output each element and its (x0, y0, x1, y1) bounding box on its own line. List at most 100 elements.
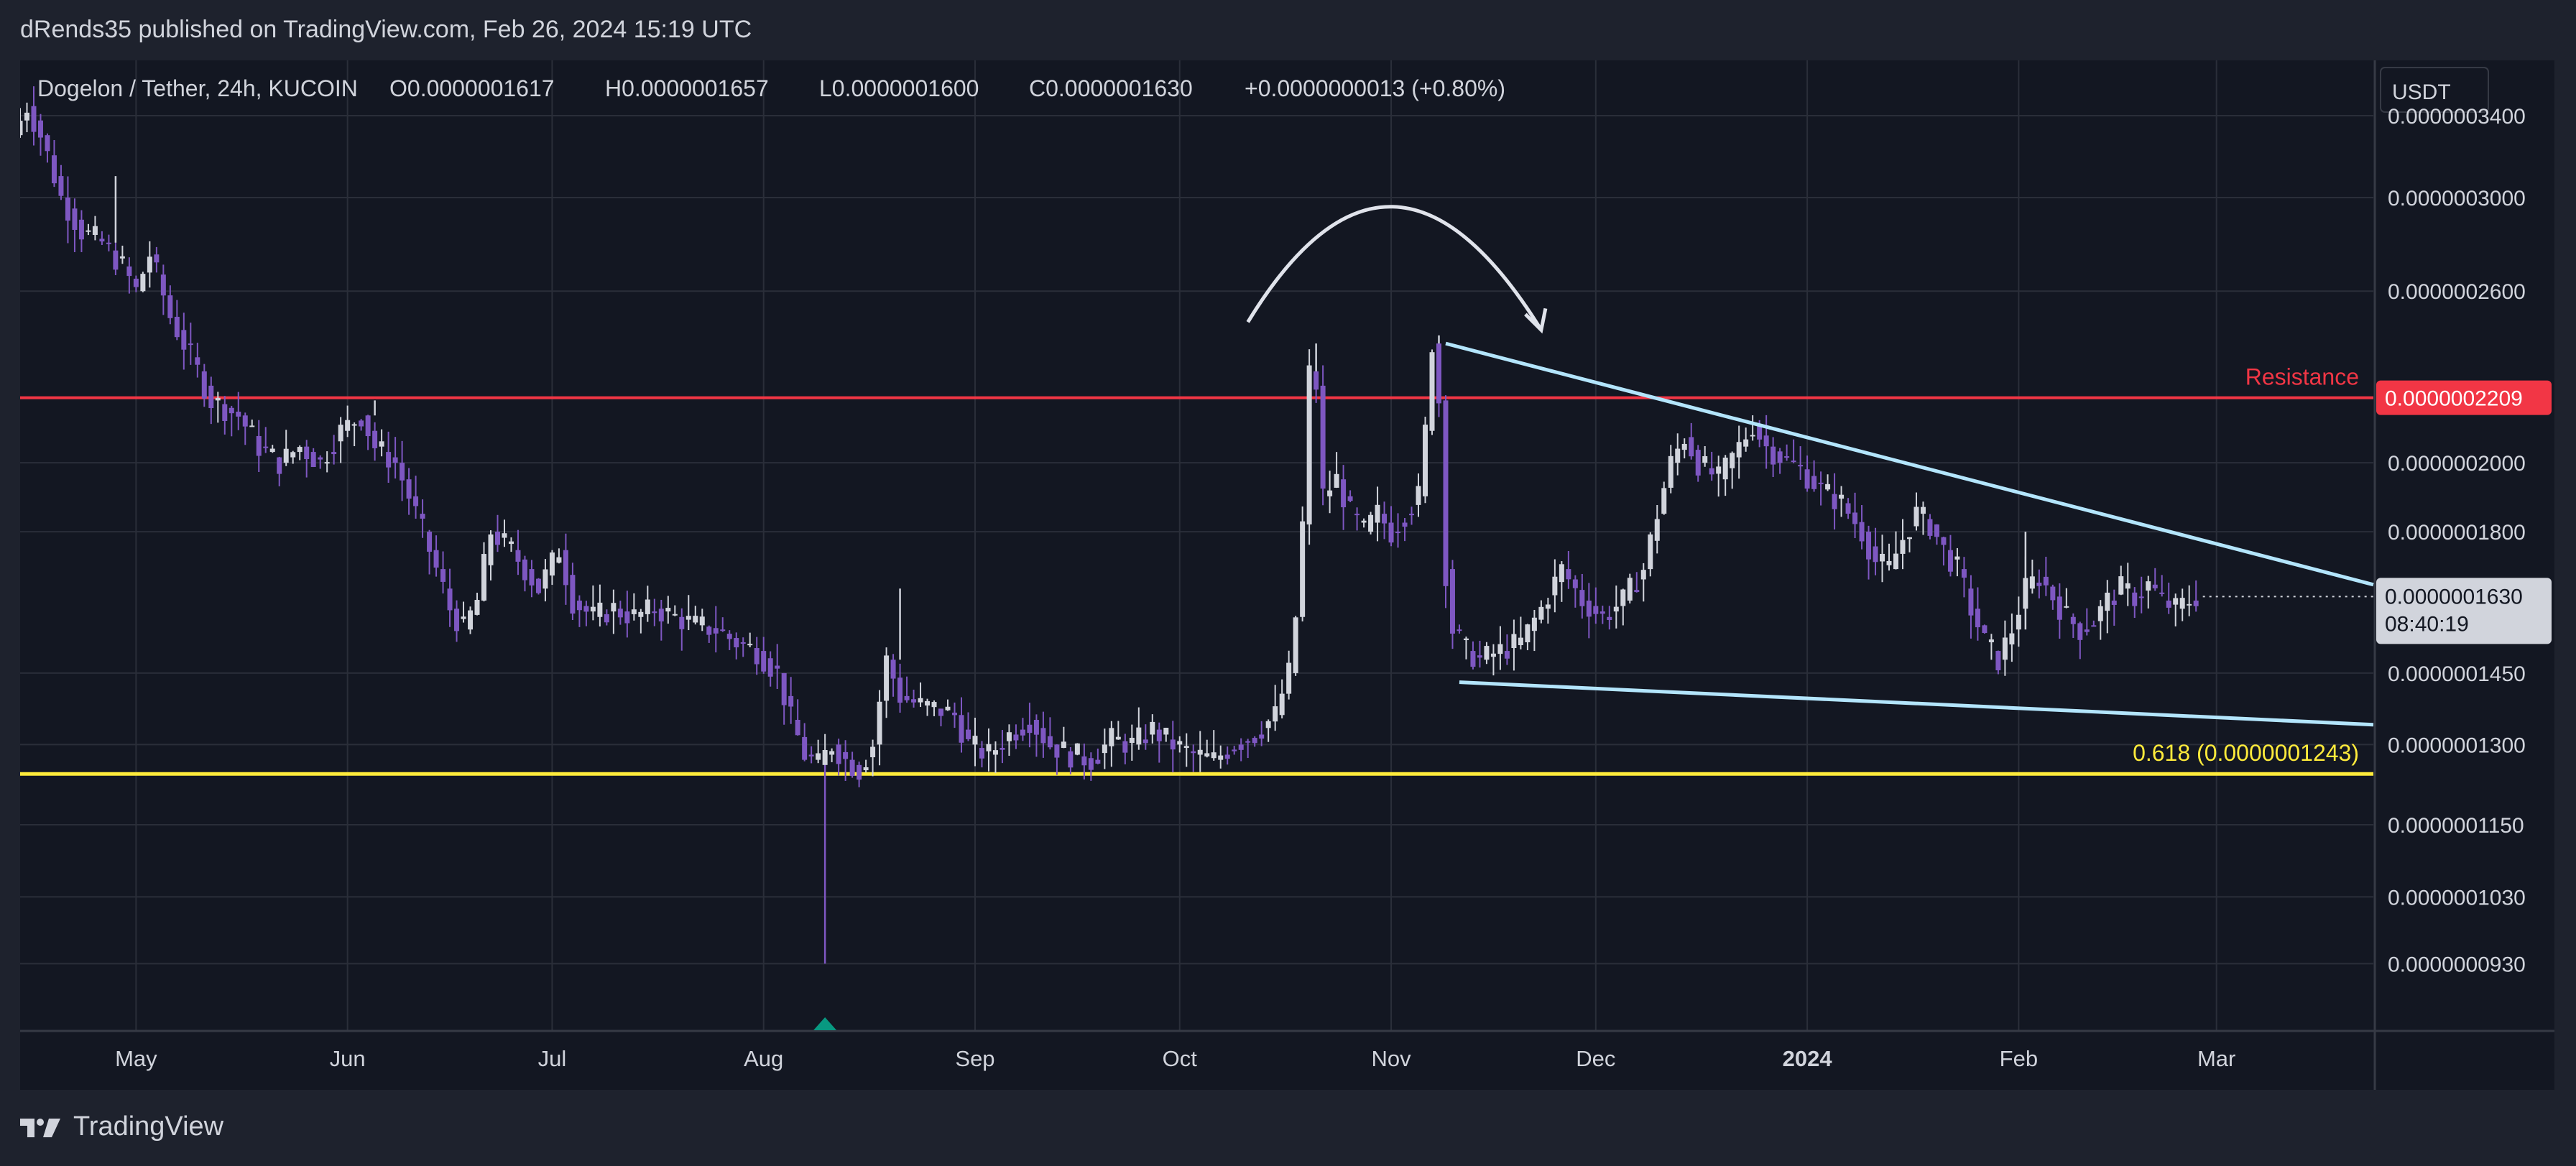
footer-brand: TradingView (73, 1111, 224, 1142)
candle-body (795, 720, 800, 736)
y-tick-label: 0.0000001150 (2388, 814, 2524, 838)
candle-body (2111, 600, 2117, 605)
candle-body (51, 155, 57, 184)
y-tick-label: 0.0000001800 (2388, 521, 2526, 545)
candle-body (2009, 633, 2015, 645)
candle-body (2118, 576, 2124, 595)
candle-body (1709, 468, 1714, 475)
candle-body (1443, 400, 1449, 586)
candle-body (1681, 443, 1687, 450)
candle-body (1730, 453, 1735, 468)
candle-body (672, 614, 678, 616)
event-marker-triangle[interactable] (813, 1017, 837, 1030)
candle-body (392, 457, 398, 463)
header: dRends35 published on TradingView.com, F… (0, 0, 2576, 60)
candle-body (468, 610, 474, 630)
candle-body (167, 295, 173, 318)
candle-body (1156, 729, 1162, 741)
candle-body (583, 606, 589, 612)
candle-body (1320, 385, 1326, 489)
candle-body (78, 219, 84, 240)
candle-body (1033, 720, 1039, 735)
tradingview-logo[interactable]: TradingView (20, 1111, 223, 1142)
candle-body (31, 106, 37, 132)
candle-body (113, 250, 119, 270)
candle-body (1866, 532, 1872, 560)
candle-body (1811, 476, 1817, 489)
candle-body (201, 371, 207, 399)
candle-body (65, 197, 70, 221)
candle-body (863, 767, 869, 771)
bar-countdown-label: 08:40:19 (2385, 612, 2469, 636)
candle-body (1163, 728, 1169, 735)
y-tick-label: 0.0000001030 (2388, 886, 2526, 910)
currency-label[interactable]: USDT (2392, 80, 2451, 104)
candle-body (965, 729, 971, 739)
candle-body (1552, 576, 1558, 596)
candle-body (1845, 503, 1851, 514)
currency-box[interactable] (2380, 67, 2489, 113)
candle-body (1074, 743, 1080, 755)
y-tick-label: 0.0000001300 (2388, 734, 2526, 757)
x-tick-label: Jul (538, 1046, 567, 1071)
candle-body (488, 534, 494, 565)
candle-body (1409, 514, 1415, 516)
candle-body (236, 412, 241, 417)
candle-body (256, 435, 262, 456)
candle-body (1934, 524, 1939, 537)
candle-body (911, 699, 917, 703)
candle-body (140, 274, 146, 292)
resistance-price-label: 0.0000002209 (2385, 387, 2523, 411)
resistance-label: Resistance (2245, 364, 2359, 390)
candle-body (1170, 739, 1176, 750)
candle-body (992, 750, 998, 755)
candle-body (1900, 540, 1906, 554)
candle-body (1961, 569, 1967, 578)
candle-body (1334, 473, 1339, 488)
candle-body (1763, 435, 1769, 447)
candle-body (2084, 629, 2090, 632)
candle-body (522, 559, 527, 580)
candle-body (126, 266, 132, 277)
upper-trendline[interactable] (1445, 341, 2374, 587)
candle-body (1586, 600, 1592, 617)
resistance-price-tag (2376, 380, 2552, 415)
curved-arrow-annotation[interactable] (1246, 205, 1543, 331)
candle-body (652, 611, 657, 614)
candle-body (877, 701, 882, 745)
candle-body (454, 609, 460, 631)
candle-body (1136, 727, 1142, 745)
candle-body (1920, 506, 1926, 514)
candle-body (147, 256, 152, 273)
candle-body (1286, 662, 1292, 694)
candle-body (1416, 486, 1421, 505)
candle-body (597, 602, 603, 617)
candle-body (106, 242, 111, 244)
candle-body (816, 753, 821, 760)
tradingview-logo-icon (20, 1118, 60, 1137)
candle-body (406, 479, 412, 499)
candle-body (290, 452, 296, 458)
candle-body (1634, 590, 1640, 593)
chart-area[interactable]: USDT 0.0000003400 0.0000003000 0.0000002600… (20, 60, 2554, 1090)
candle-body (1197, 749, 1203, 755)
lower-trendline[interactable] (1459, 680, 2374, 727)
candle-body (2146, 581, 2151, 591)
candle-body (310, 452, 316, 468)
candle-body (1047, 736, 1053, 748)
candle-body (2132, 592, 2138, 606)
footer: TradingView (0, 1090, 2576, 1166)
legend-high: H0.0000001657 (605, 75, 769, 101)
candle-body (242, 415, 248, 427)
candle-body (918, 698, 923, 703)
candle-body (1913, 506, 1919, 527)
candle-body (515, 550, 521, 562)
candle-body (2064, 606, 2069, 608)
candle-body (1040, 728, 1046, 744)
candle-body (1906, 537, 1912, 540)
candle-body (563, 550, 568, 586)
candle-body (1893, 553, 1899, 570)
candle-body (1081, 756, 1087, 766)
candle-body (986, 744, 992, 751)
